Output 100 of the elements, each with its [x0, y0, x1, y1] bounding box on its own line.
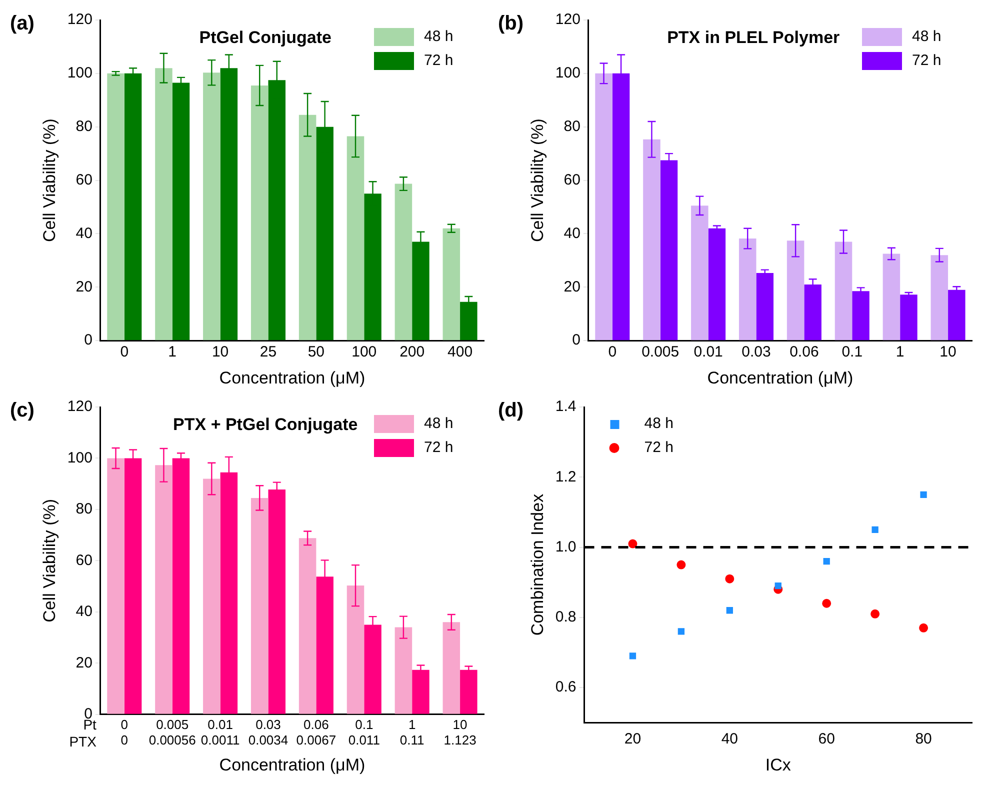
bar [107, 458, 124, 714]
point [823, 558, 830, 565]
x-axis-title: Concentration (μM) [219, 755, 366, 774]
x-tick-label: 10 [212, 344, 229, 361]
legend-label: 48 h [912, 28, 942, 46]
y-tick-label: 0.8 [555, 608, 576, 626]
legend-label: 48 h [424, 415, 454, 432]
y-tick-label: 80 [76, 500, 92, 518]
bar [691, 206, 708, 340]
point [676, 560, 686, 570]
bar [930, 255, 948, 340]
x-tick-label: 1 [168, 344, 177, 361]
x-tick-label: 400 [448, 344, 473, 361]
point [725, 574, 734, 584]
x-tick-label: 0.1 [842, 344, 863, 361]
bar [203, 72, 220, 340]
bar [708, 228, 726, 340]
bar [394, 627, 412, 714]
y-tick-label: 0 [572, 332, 580, 349]
legend-label: 72 h [424, 439, 454, 456]
x-tick-label: 60 [818, 730, 835, 748]
y-axis-title: Cell Viability (%) [528, 118, 547, 242]
x-tick-label: 0.1 0.011 [348, 716, 380, 748]
y-tick-label: 40 [76, 224, 92, 242]
bar [155, 465, 172, 714]
y-tick-label: 20 [76, 278, 92, 296]
bar [250, 498, 268, 714]
bar [738, 238, 756, 340]
legend-label: 48 h [644, 415, 674, 432]
point [628, 539, 638, 548]
bar [756, 273, 774, 340]
text: PtGel Conjugate [199, 28, 332, 48]
legend-label: 72 h [424, 52, 454, 70]
bar [643, 139, 660, 340]
x-tick-label: 0.005 0.00056 [148, 716, 196, 748]
bar [298, 114, 316, 340]
x-axis-title: ICx [765, 755, 792, 774]
x-tick-label: 10 1.123 [444, 716, 476, 748]
y-tick-label: 120 [67, 11, 92, 28]
point [678, 628, 685, 635]
y-tick-label: 100 [67, 449, 92, 466]
x-tick-label: 40 [721, 730, 738, 748]
y-tick-label: 1.0 [555, 538, 576, 556]
y-tick-label: 20 [76, 654, 92, 672]
text: (d) [498, 400, 524, 422]
point [870, 609, 880, 618]
y-tick-label: 60 [76, 171, 92, 188]
y-tick-label: 60 [76, 552, 92, 569]
x-tick-label: 0.06 0.0067 [296, 716, 336, 748]
y-tick-label: 0.6 [555, 678, 576, 696]
x-tick-label: 0 [608, 344, 617, 361]
x-axis-title: Concentration (μM) [707, 368, 854, 388]
bar [346, 136, 364, 340]
y-tick-label: 20 [564, 278, 580, 296]
x-tick-label: 50 [308, 344, 325, 361]
y-tick-label: 40 [76, 603, 92, 620]
legend-label: 72 h [644, 439, 674, 456]
x-tick-label: 0.03 0.0034 [248, 716, 288, 748]
y-axis-title: Combination Index [528, 493, 547, 636]
x-tick-label: 0.005 [642, 344, 680, 361]
bar [394, 184, 412, 340]
point [920, 491, 927, 498]
legend-label: 72 h [912, 52, 942, 70]
y-axis-title: Cell Viability (%) [40, 118, 59, 242]
point [872, 526, 878, 534]
x-tick-label: 0 0 [120, 716, 128, 748]
bar [948, 290, 966, 340]
point [629, 652, 636, 660]
legend-label: 48 h [424, 28, 454, 46]
y-tick-label: 80 [76, 118, 92, 136]
y-tick-label: 120 [555, 11, 580, 28]
y-axis-title: Cell Viability (%) [40, 498, 59, 622]
y-tick-label: 1.4 [555, 398, 576, 416]
x-tick-label: 200 [400, 344, 425, 361]
bar [250, 85, 268, 340]
point [726, 607, 733, 614]
x-tick-label: 0.03 [742, 344, 771, 361]
bar [346, 586, 364, 714]
x-tick-label: 0 [120, 344, 129, 361]
text: PTX + PtGel Conjugate [173, 415, 358, 434]
x-tick-label: 80 [915, 730, 932, 748]
bar [882, 254, 900, 340]
bar [155, 68, 172, 340]
y-tick-label: 80 [564, 118, 580, 136]
y-tick-label: 100 [67, 64, 92, 82]
bar [595, 73, 612, 340]
bar [107, 73, 124, 340]
x-tick-label: 0.01 [694, 344, 723, 361]
point [774, 582, 782, 590]
text: PTX [69, 733, 98, 750]
x-tick-label: 1 [896, 344, 904, 361]
text: (a) [10, 12, 34, 35]
x-tick-label: 0.06 [790, 344, 819, 361]
point [822, 598, 832, 608]
x-tick-label: 0.01 0.0011 [200, 716, 240, 748]
y-tick-label: 1.2 [555, 468, 576, 486]
y-tick-label: 0 [84, 332, 92, 349]
bar [442, 622, 460, 714]
y-tick-label: 120 [67, 398, 92, 416]
bar [298, 538, 316, 714]
